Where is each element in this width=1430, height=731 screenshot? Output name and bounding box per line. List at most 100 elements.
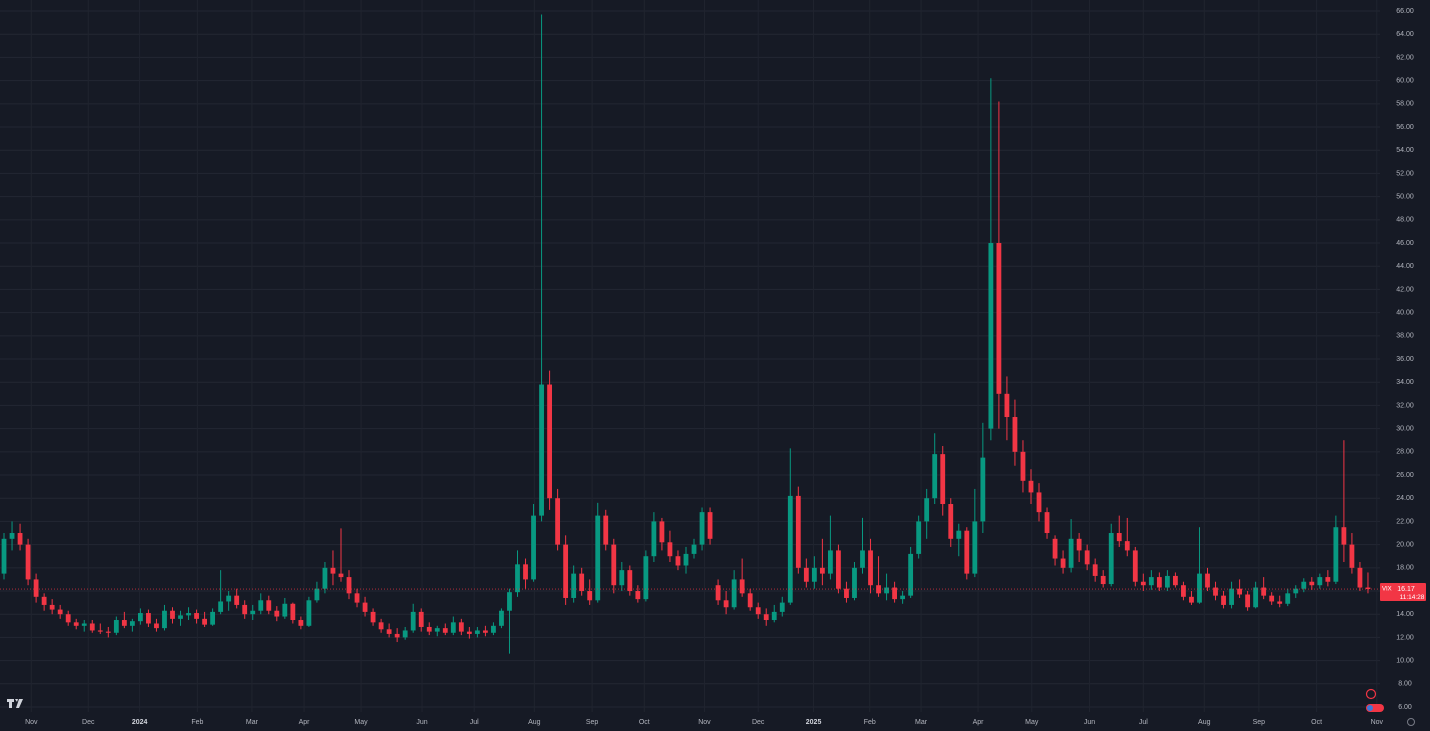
candle-body [828, 550, 833, 574]
candle-body [539, 384, 544, 516]
candle-body [105, 631, 111, 633]
candle-body [202, 618, 207, 625]
candle-body [515, 564, 520, 593]
candle-body [1116, 533, 1122, 542]
y-tick-label: 60.00 [1396, 77, 1414, 84]
candle-body [1229, 588, 1234, 605]
candle-body [266, 600, 272, 611]
candle-body [699, 512, 705, 545]
candle-body [1365, 587, 1371, 590]
candle-body [1092, 564, 1098, 576]
x-tick-label: Nov [1371, 719, 1384, 726]
candle-body [811, 567, 817, 582]
x-tick-label: Nov [25, 719, 38, 726]
candle-body [499, 610, 504, 626]
candle-body [980, 457, 986, 522]
y-tick-label: 10.00 [1396, 657, 1414, 664]
x-tick-label: Feb [191, 719, 203, 726]
candle-body [1108, 533, 1114, 585]
candle-body [234, 595, 240, 605]
candle-body [1020, 451, 1026, 481]
candle-body [779, 602, 785, 612]
candle-body [1164, 575, 1170, 588]
candle-body [956, 530, 962, 539]
candle-body [579, 573, 585, 592]
candle-body [723, 600, 729, 608]
candle-body [1253, 587, 1259, 608]
x-tick-label: 2024 [132, 719, 148, 726]
y-tick-label: 48.00 [1396, 217, 1414, 224]
candle-body [1197, 573, 1202, 603]
candle-body [1140, 581, 1146, 586]
candle-body [892, 587, 897, 600]
candle-body [691, 544, 697, 554]
candle-body [1189, 596, 1194, 603]
candle-body [940, 454, 946, 505]
candle-body [442, 628, 448, 633]
status-icons [1365, 688, 1415, 726]
candle-body [378, 622, 384, 630]
candle-body [531, 515, 536, 580]
candle-body [194, 613, 199, 619]
y-tick-label: 28.00 [1396, 449, 1414, 456]
y-tick-label: 26.00 [1396, 472, 1414, 479]
candle-body [370, 611, 376, 623]
candle-body [667, 542, 673, 557]
candle-body [755, 607, 761, 615]
candle-body [659, 521, 665, 543]
candle-body [73, 622, 79, 626]
candle-body [731, 579, 737, 608]
x-tick-label: Aug [1198, 719, 1211, 726]
candle-body [386, 629, 392, 634]
candle-body [1060, 558, 1066, 568]
y-tick-label: 22.00 [1396, 518, 1414, 525]
candle-body [860, 550, 865, 568]
candle-body [41, 596, 47, 605]
candle-body [290, 603, 296, 621]
candle-body [1, 538, 7, 574]
candle-body [9, 533, 15, 539]
candle-body [836, 550, 841, 589]
candle-body [170, 610, 175, 619]
countdown-label: 11:14:28 [1400, 594, 1425, 601]
candle-body [129, 621, 135, 626]
candle-body [932, 454, 938, 499]
candle-body [57, 609, 63, 615]
last-price-box [1380, 583, 1426, 602]
candle-body [611, 544, 617, 586]
candle-body [523, 564, 528, 580]
x-tick-label: Mar [246, 719, 259, 726]
candle-body [547, 384, 552, 499]
candle-body [1205, 573, 1210, 588]
candle-body [683, 553, 689, 566]
candle-body [410, 611, 416, 631]
candle-body [1084, 550, 1090, 565]
x-tick-label: Jul [470, 719, 479, 726]
candle-body [434, 628, 440, 632]
axes: 6.008.0010.0012.0014.0016.0018.0020.0022… [25, 8, 1426, 726]
candle-body [1357, 567, 1363, 588]
candle-body [1004, 393, 1010, 418]
candle-body [1261, 587, 1267, 596]
candle-body [643, 556, 649, 600]
candle-body [1181, 585, 1186, 597]
candle-body [844, 588, 849, 598]
candle-body [651, 521, 657, 557]
x-tick-label: Jul [1139, 719, 1148, 726]
candle-body [450, 622, 456, 633]
candle-body [619, 570, 625, 586]
candle-body [900, 595, 906, 600]
candle-body [1068, 538, 1074, 568]
candle-body [474, 630, 480, 634]
x-tick-label: Feb [864, 719, 876, 726]
candle-body [908, 553, 914, 596]
x-tick-label: Sep [1253, 719, 1266, 726]
x-tick-label: May [1025, 719, 1039, 726]
candle-body [1028, 480, 1034, 493]
x-tick-label: Oct [639, 719, 650, 726]
x-tick-label: 2025 [806, 719, 822, 726]
candle-body [146, 613, 151, 624]
candle-body [948, 504, 954, 539]
